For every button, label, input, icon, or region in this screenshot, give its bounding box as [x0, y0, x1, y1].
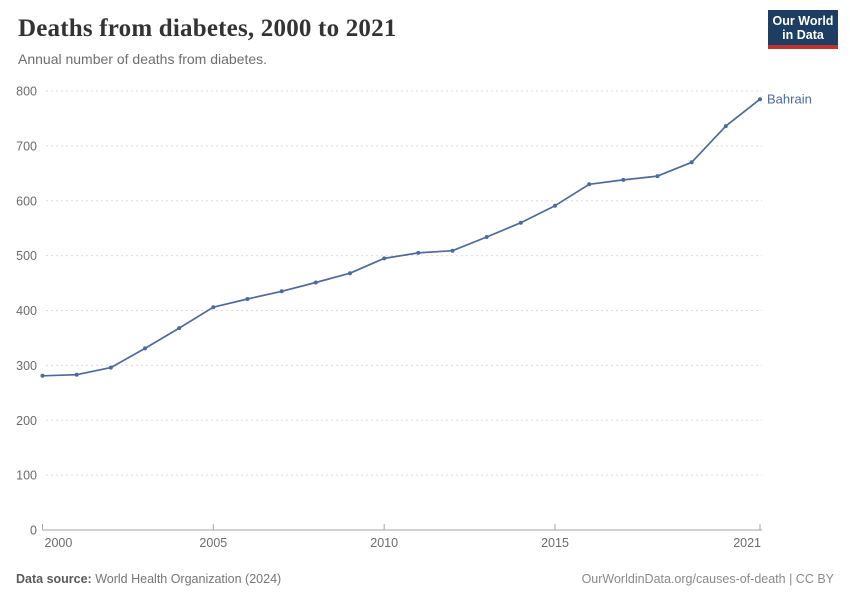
y-axis-tick-label: 600	[16, 194, 37, 208]
x-axis-tick-label: 2000	[45, 536, 73, 550]
chart-line[interactable]	[41, 98, 761, 377]
data-point-2018[interactable]	[655, 174, 660, 179]
data-point-2017[interactable]	[621, 177, 626, 182]
series-label[interactable]: Bahrain	[767, 92, 812, 107]
chart-subtitle: Annual number of deaths from diabetes.	[18, 51, 268, 67]
line-chart-canvas[interactable]: 0 100 200 300 400 500 600 700 800 2000 2005 2010 201…	[0, 78, 850, 553]
data-point-2006[interactable]	[245, 297, 250, 301]
data-point-2001[interactable]	[74, 372, 79, 377]
data-point-2013[interactable]	[484, 235, 489, 239]
chart-title: Deaths from diabetes, 2000 to 2021	[18, 15, 397, 42]
data-point-2008[interactable]	[313, 280, 318, 285]
x-axis-tick-label: 2021	[733, 536, 761, 550]
y-axis-tick-label: 400	[16, 304, 37, 318]
y-axis-tick-label: 0	[30, 524, 37, 538]
y-axis-tick-label: 800	[16, 85, 37, 99]
y-axis-tick-label: 700	[16, 139, 37, 153]
data-point-2003[interactable]	[143, 346, 147, 351]
y-axis-tick-label: 300	[16, 359, 37, 373]
data-point-2007[interactable]	[279, 289, 284, 294]
x-axis-tick-label: 2015	[541, 536, 569, 550]
y-axis-tick-label: 500	[16, 249, 37, 263]
owid-logo: Our World in Data	[768, 10, 838, 49]
data-point-2000[interactable]	[40, 373, 45, 378]
data-point-2004[interactable]	[177, 326, 182, 331]
data-point-2002[interactable]	[108, 365, 113, 370]
logo-line-1: Our World	[772, 14, 834, 28]
x-axis-tick-label: 2005	[199, 536, 227, 550]
logo-line-2: in Data	[782, 28, 824, 42]
data-point-2005[interactable]	[211, 305, 216, 310]
data-source: Data source: World Health Organization (…	[16, 572, 281, 586]
data-point-2016[interactable]	[587, 182, 592, 187]
data-point-2021[interactable]	[758, 97, 762, 102]
y-axis-tick-label: 100	[16, 469, 37, 483]
data-point-2019[interactable]	[689, 160, 694, 165]
footer-citation-link[interactable]: OurWorldinData.org/causes-of-death | CC …	[581, 572, 834, 586]
chart-footer: Data source: World Health Organization (…	[16, 572, 834, 586]
y-axis-tick-label: 200	[16, 414, 37, 428]
line-chart-svg: 0 100 200 300 400 500 600 700 800 2000 2005 2010 201…	[16, 85, 812, 551]
data-point-2015[interactable]	[553, 203, 557, 208]
data-source-value: World Health Organization (2024)	[95, 572, 282, 586]
data-point-2020[interactable]	[723, 124, 728, 129]
data-point-2009[interactable]	[348, 271, 352, 276]
data-point-2012[interactable]	[450, 248, 455, 253]
data-point-2010[interactable]	[382, 256, 387, 261]
x-axis-tick-label: 2010	[370, 536, 398, 550]
data-point-2011[interactable]	[416, 250, 421, 255]
data-source-label: Data source:	[16, 572, 92, 586]
data-point-2014[interactable]	[518, 220, 523, 225]
